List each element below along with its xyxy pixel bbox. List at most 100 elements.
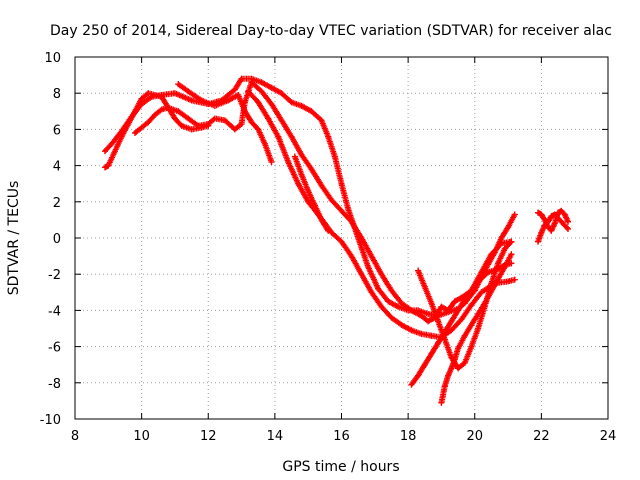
data-point [311, 202, 318, 209]
data-point [338, 180, 345, 187]
data-point [105, 162, 112, 169]
data-point [468, 343, 475, 350]
data-point [388, 314, 395, 321]
data-point [238, 120, 245, 127]
data-point [565, 225, 572, 232]
data-point [238, 75, 245, 82]
data-point [275, 133, 282, 140]
data-point [138, 101, 145, 108]
data-point [358, 235, 365, 241]
data-point [538, 229, 545, 236]
data-point [211, 102, 218, 109]
y-tick-label: -2 [48, 268, 61, 283]
x-tick-label: 20 [466, 429, 483, 444]
data-point [345, 206, 352, 213]
y-tick-label: 10 [44, 51, 61, 66]
data-point [428, 300, 435, 307]
series-11 [535, 207, 572, 234]
data-point [408, 381, 415, 388]
data-point [551, 220, 558, 227]
data-point [441, 383, 448, 390]
data-point [158, 106, 165, 113]
data-point [435, 339, 442, 346]
data-point [338, 207, 345, 214]
data-point [365, 263, 372, 270]
data-point [285, 158, 292, 165]
data-point [308, 108, 315, 115]
x-axis-tick-labels: 8 10 12 14 16 18 20 22 24 [71, 429, 616, 444]
data-point [471, 316, 478, 323]
data-point [348, 218, 355, 225]
data-point [101, 148, 108, 155]
data-point [358, 271, 365, 278]
data-point [138, 124, 145, 131]
data-point [481, 300, 488, 307]
data-point [455, 345, 462, 352]
y-tick-label: -8 [48, 377, 61, 392]
data-point [331, 153, 338, 160]
data-point [451, 356, 458, 363]
data-point [538, 211, 545, 218]
data-point [475, 278, 482, 285]
x-tick-label: 16 [333, 429, 350, 444]
data-point [328, 196, 335, 203]
chart-title: Day 250 of 2014, Sidereal Day-to-day VTE… [50, 23, 612, 39]
data-point [408, 327, 415, 334]
data-point [421, 283, 428, 290]
data-point [278, 90, 285, 97]
data-point [198, 97, 205, 104]
data-point [138, 95, 145, 102]
data-point [288, 99, 295, 106]
data-point [415, 372, 422, 379]
series-4 [175, 81, 275, 165]
data-point [498, 235, 505, 241]
data-point [298, 102, 305, 109]
data-point [501, 245, 508, 252]
data-point [478, 289, 485, 296]
y-tick-label: 4 [53, 160, 61, 175]
data-point [398, 321, 405, 328]
y-tick-label: 0 [53, 232, 61, 247]
data-point [128, 113, 135, 120]
data-point [268, 84, 275, 91]
data-point [428, 350, 435, 357]
data-point [458, 316, 465, 323]
data-point [558, 207, 565, 214]
data-point [101, 164, 108, 171]
x-axis-label: GPS time / hours [282, 459, 399, 475]
data-point [448, 327, 455, 334]
data-point [388, 287, 395, 294]
data-point [268, 101, 275, 108]
data-point [325, 133, 332, 140]
data-point [258, 79, 265, 86]
data-point [175, 81, 182, 88]
data-point [445, 307, 452, 314]
data-point [548, 213, 555, 220]
y-axis-tick-labels: -10 -8 -6 -4 -2 0 2 4 6 8 10 [40, 51, 61, 428]
series-9 [438, 251, 515, 406]
data-point [485, 269, 492, 276]
data-point [325, 227, 332, 234]
data-point [398, 300, 405, 307]
data-point [378, 271, 385, 278]
data-point [318, 216, 325, 223]
data-point [491, 282, 498, 289]
data-point [385, 298, 392, 305]
data-point [548, 227, 555, 234]
data-point [441, 336, 448, 343]
data-point [378, 303, 385, 310]
tick-marks [74, 56, 609, 420]
data-point [305, 198, 312, 205]
data-point [505, 278, 512, 285]
data-point [408, 307, 415, 314]
data-point [348, 253, 355, 260]
data-point [455, 365, 462, 372]
data-point [145, 119, 152, 126]
data-point [368, 289, 375, 296]
x-tick-label: 24 [600, 429, 617, 444]
y-tick-label: 6 [53, 123, 61, 138]
data-point [328, 229, 335, 236]
data-point [541, 216, 548, 223]
data-point [461, 296, 468, 303]
data-point [511, 211, 518, 218]
